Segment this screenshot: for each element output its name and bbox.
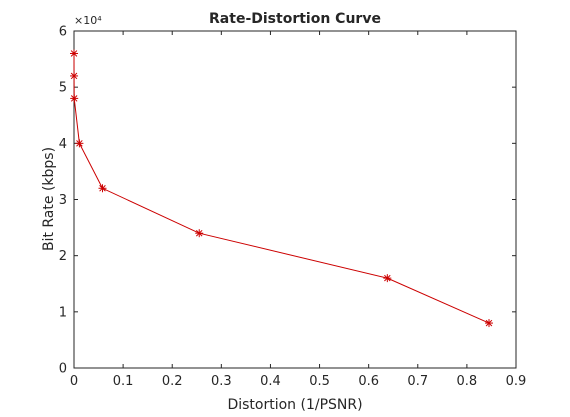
chart-title: Rate-Distortion Curve [209, 11, 381, 27]
x-tick-label: 0.3 [211, 374, 232, 389]
data-point [484, 319, 493, 328]
y-tick-label: 6 [59, 25, 67, 40]
y-tick-label: 2 [59, 249, 67, 264]
x-tick-label: 0.7 [407, 374, 428, 389]
y-tick-label: 0 [59, 362, 67, 377]
y-axis-ticks: 0 1 2 3 4 5 6 [59, 25, 516, 377]
x-tick-label: 0 [70, 374, 78, 389]
series-group [70, 49, 493, 328]
data-point [70, 49, 78, 58]
x-axis-label: Distortion (1/PSNR) [227, 397, 362, 413]
y-axis-exponent: ×10⁴ [74, 14, 102, 27]
x-tick-label: 0.4 [260, 374, 281, 389]
x-tick-label: 0.5 [309, 374, 330, 389]
x-tick-label: 0.6 [358, 374, 379, 389]
plot-area [73, 30, 517, 369]
x-tick-label: 0.8 [457, 374, 478, 389]
y-tick-label: 5 [59, 81, 67, 96]
data-point [383, 274, 392, 283]
y-axis-label: Bit Rate (kbps) [41, 147, 57, 251]
x-tick-label: 0.1 [113, 374, 134, 389]
x-axis-ticks: 0 0.1 0.2 0.3 0.4 0.5 0.6 0.7 0.8 0.9 [70, 31, 526, 389]
x-tick-label: 0.9 [506, 374, 527, 389]
data-point [98, 184, 107, 193]
y-tick-label: 1 [59, 305, 67, 320]
y-tick-label: 4 [59, 137, 67, 152]
y-tick-label: 3 [59, 193, 67, 208]
data-point [70, 71, 79, 80]
x-tick-label: 0.2 [162, 374, 183, 389]
data-point [75, 139, 84, 148]
data-point [70, 94, 79, 103]
data-point [195, 229, 204, 238]
